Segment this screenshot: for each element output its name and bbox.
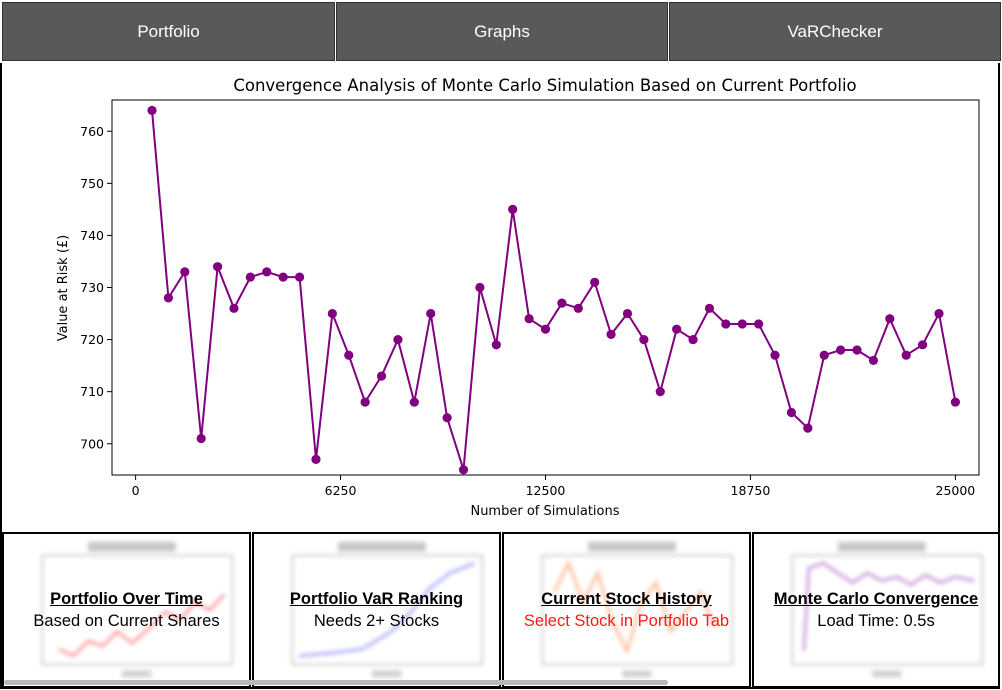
card-title: Portfolio Over Time [50,590,203,608]
card-title: Current Stock History [541,590,712,608]
data-point [901,350,911,360]
tab-graphs[interactable]: Graphs [336,2,668,61]
content-frame [0,63,1000,689]
thumbnail-image [291,541,483,678]
data-point [917,340,928,350]
data-point [737,319,747,329]
data-point [475,282,485,293]
data-point [409,397,419,407]
tab-varchecker[interactable]: VaRChecker [669,2,1001,61]
series-line [151,110,957,471]
data-point [196,433,206,444]
data-point [294,272,305,282]
y-tick-label: 730 [80,280,104,295]
x-tick-label: 12500 [526,483,566,498]
y-tick-label: 760 [80,124,104,139]
x-tick-label: 18750 [731,483,771,498]
card-text: Portfolio VaR Ranking Needs 2+ Stocks [254,590,499,631]
y-tick-label: 740 [80,228,104,243]
data-point [360,397,370,407]
data-point [376,371,387,381]
card-subtitle: Load Time: 0.5s [817,612,935,630]
data-point [934,308,944,319]
x-tick-label: 6250 [325,483,357,498]
data-point [770,350,780,360]
card-text: Portfolio Over Time Based on Current Sha… [4,590,249,631]
data-point [393,334,403,345]
card-subtitle: Select Stock in Portfolio Tab [523,612,730,630]
y-axis-ticks: 700 710 720 730 740 750 760 [80,124,112,451]
data-point [688,334,698,345]
data-point [508,204,518,214]
data-point [491,340,501,350]
data-point [573,303,583,313]
data-point [721,319,731,329]
y-tick-label: 720 [80,332,104,347]
card-title: Monte Carlo Convergence [773,590,979,608]
data-point [885,314,895,324]
card-portfolio-var-ranking[interactable]: Portfolio VaR Ranking Needs 2+ Stocks [252,532,501,688]
data-point [852,345,862,355]
data-point [622,308,633,319]
x-tick-label: 0 [132,483,140,498]
data-point [147,105,157,116]
data-point [819,350,829,360]
thumbnail-image [541,541,733,678]
data-point [262,267,272,277]
plot-area [111,99,980,476]
card-text: Monte Carlo Convergence Load Time: 0.5s [754,590,998,631]
chart-title: Convergence Analysis of Monte Carlo Simu… [233,76,856,95]
thumbnail-image [41,541,233,678]
data-point [524,314,534,324]
x-axis-label: Number of Simulations [470,504,619,519]
data-point [327,308,337,319]
card-subtitle: Needs 2+ Stocks [313,612,440,630]
data-point [754,319,764,329]
data-point [180,267,190,277]
card-subtitle: Based on Current Shares [33,612,220,630]
tab-portfolio[interactable]: Portfolio [2,2,335,61]
y-tick-label: 700 [80,436,104,451]
graph-cards: Portfolio Over Time Based on Current Sha… [0,532,1002,690]
data-point [950,397,960,407]
card-title: Portfolio VaR Ranking [289,590,464,608]
data-point [540,324,551,334]
series-value-at-risk [147,105,960,475]
convergence-chart: Convergence Analysis of Monte Carlo Simu… [56,76,980,519]
y-axis-label: Value at Risk (£) [56,235,71,342]
data-point [655,387,665,397]
data-point [606,329,616,339]
data-point [672,324,682,334]
horizontal-scrollbar[interactable] [4,680,668,685]
data-point [868,355,879,366]
tab-bar: Portfolio Graphs VaRChecker [0,0,1002,64]
x-tick-label: 25000 [936,483,976,498]
card-text: Current Stock History Select Stock in Po… [504,590,749,631]
data-point [278,272,288,282]
data-point [229,303,239,313]
data-point [311,454,321,464]
data-point [836,345,846,355]
data-point [442,413,452,423]
card-monte-carlo-convergence[interactable]: Monte Carlo Convergence Load Time: 0.5s [752,532,1000,688]
y-tick-label: 710 [80,384,104,399]
data-point [639,334,649,345]
y-tick-label: 750 [80,176,104,191]
data-point [163,293,174,303]
card-portfolio-over-time[interactable]: Portfolio Over Time Based on Current Sha… [2,532,251,688]
data-point [458,465,469,475]
data-point [704,303,715,313]
data-point [344,350,354,360]
card-current-stock-history[interactable]: Current Stock History Select Stock in Po… [502,532,751,688]
data-point [426,308,436,319]
data-point [557,298,567,308]
data-point [803,423,813,433]
thumbnail-image [791,541,983,678]
data-point [590,277,600,287]
x-axis-ticks: 0 6250 12500 18750 25000 [132,475,976,498]
data-point [212,262,223,272]
data-point [786,407,797,418]
data-point [245,272,255,282]
